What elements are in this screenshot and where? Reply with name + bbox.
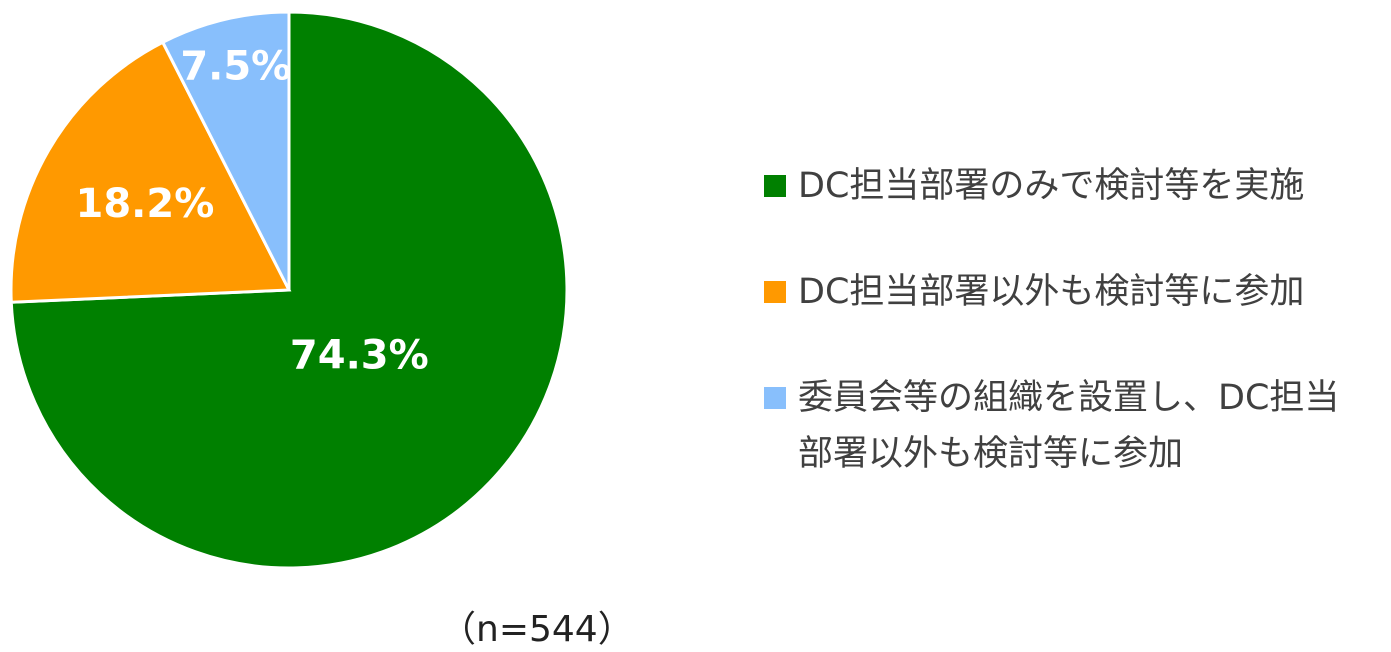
legend-item: DC担当部署以外も検討等に参加 [764,264,1374,320]
legend-label: DC担当部署のみで検討等を実施 [798,166,1305,206]
legend-swatch [764,387,786,409]
legend-label: DC担当部署以外も検討等に参加 [798,272,1305,312]
legend: DC担当部署のみで検討等を実施 DC担当部署以外も検討等に参加委員会等の組織を設置… [764,158,1374,532]
legend-swatch [764,175,786,197]
data-label: 18.2% [76,181,215,227]
legend-item: 委員会等の組織を設置し、DC担当部署以外も検討等に参加 [764,370,1374,482]
pie-slice [9,40,292,304]
chart: 74.3% 18.2% 7.5% [9,10,569,570]
data-label: 74.3% [290,332,429,378]
data-label: 7.5% [180,43,291,89]
legend-swatch [764,281,786,303]
legend-label: 委員会等の組織を設置し、DC担当部署以外も検討等に参加 [798,378,1340,474]
sample-size-note: （n=544） [440,609,634,650]
legend-item: DC担当部署のみで検討等を実施 [764,158,1374,214]
pie-slice [160,10,291,291]
